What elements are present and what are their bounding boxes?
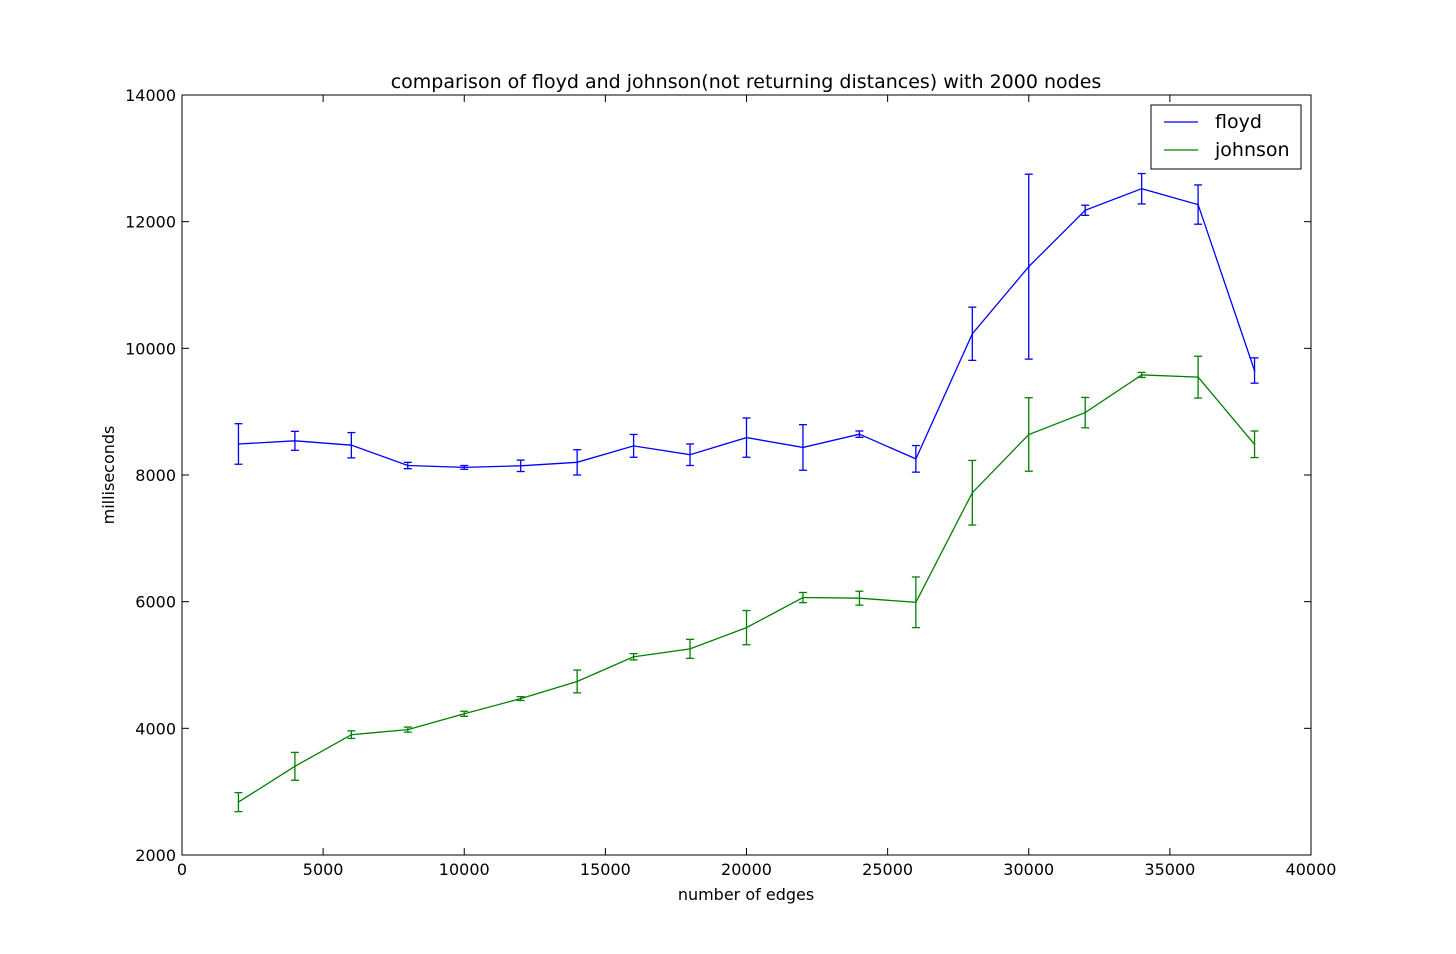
x-tick-label: 0 bbox=[177, 860, 187, 879]
x-tick-label: 35000 bbox=[1144, 860, 1195, 879]
y-tick-label: 6000 bbox=[135, 593, 176, 612]
data-point-johnson bbox=[294, 765, 296, 768]
x-tick-label: 20000 bbox=[721, 860, 772, 879]
x-tick-label: 40000 bbox=[1286, 860, 1337, 879]
legend-label-floyd: floyd bbox=[1215, 111, 1262, 133]
data-point-johnson bbox=[407, 728, 409, 731]
data-point-floyd bbox=[463, 466, 466, 469]
legend-label-johnson: johnson bbox=[1214, 139, 1290, 161]
y-tick-label: 2000 bbox=[135, 846, 176, 865]
x-tick-label: 30000 bbox=[1003, 860, 1054, 879]
data-point-floyd bbox=[971, 332, 974, 335]
data-point-floyd bbox=[745, 436, 748, 439]
x-tick-label: 15000 bbox=[580, 860, 631, 879]
y-tick-label: 8000 bbox=[135, 466, 176, 485]
x-axis-label: number of edges bbox=[678, 885, 814, 904]
data-point-johnson bbox=[1253, 443, 1256, 446]
legend-box bbox=[1150, 104, 1302, 170]
data-point-floyd bbox=[576, 461, 578, 464]
data-point-floyd bbox=[632, 445, 635, 447]
data-point-johnson bbox=[802, 596, 804, 599]
ticks-layer: 0 5000 10000 15000 20000 25000 30000 35000 40000… bbox=[125, 86, 1336, 879]
data-point-johnson bbox=[915, 601, 917, 604]
data-point-johnson bbox=[350, 733, 353, 736]
legend: floyd johnson bbox=[1150, 104, 1302, 170]
x-tick-label: 5000 bbox=[303, 860, 344, 879]
data-point-johnson bbox=[576, 680, 578, 683]
data-point-floyd bbox=[1140, 187, 1143, 190]
data-point-floyd bbox=[689, 453, 691, 456]
data-point-johnson bbox=[519, 697, 522, 700]
y-tick-label: 10000 bbox=[125, 339, 176, 358]
data-point-johnson bbox=[237, 801, 240, 803]
data-point-floyd bbox=[858, 433, 861, 435]
chart-title: comparison of floyd and johnson(not retu… bbox=[391, 71, 1102, 93]
data-point-floyd bbox=[407, 464, 409, 467]
data-point-johnson bbox=[1140, 374, 1143, 376]
y-tick-label: 12000 bbox=[125, 213, 176, 232]
data-point-floyd bbox=[1197, 203, 1199, 206]
x-tick-label: 25000 bbox=[862, 860, 913, 879]
x-tick-label: 10000 bbox=[439, 860, 490, 879]
data-point-floyd bbox=[294, 440, 296, 442]
data-point-floyd bbox=[915, 458, 917, 460]
data-point-johnson bbox=[971, 491, 974, 494]
data-point-floyd bbox=[519, 465, 522, 467]
data-point-floyd bbox=[1084, 209, 1086, 212]
data-point-floyd bbox=[237, 443, 240, 445]
data-point-johnson bbox=[689, 648, 691, 650]
data-point-johnson bbox=[858, 597, 861, 599]
data-point-floyd bbox=[1253, 369, 1256, 372]
y-tick-label: 4000 bbox=[135, 719, 176, 738]
data-point-johnson bbox=[463, 712, 466, 715]
y-tick-label: 14000 bbox=[125, 86, 176, 105]
y-axis-label: milliseconds bbox=[99, 426, 118, 525]
data-point-johnson bbox=[1197, 376, 1199, 378]
data-point-floyd bbox=[802, 446, 804, 449]
plot-frame bbox=[181, 94, 1312, 856]
data-point-floyd bbox=[350, 444, 353, 447]
data-point-johnson bbox=[632, 655, 635, 658]
series-layer bbox=[234, 172, 1259, 813]
series-floyd bbox=[234, 172, 1259, 476]
data-point-johnson bbox=[745, 626, 748, 629]
data-point-johnson bbox=[1027, 433, 1030, 436]
data-point-floyd bbox=[1027, 265, 1030, 268]
series-johnson bbox=[234, 355, 1259, 813]
data-point-johnson bbox=[1084, 411, 1086, 414]
